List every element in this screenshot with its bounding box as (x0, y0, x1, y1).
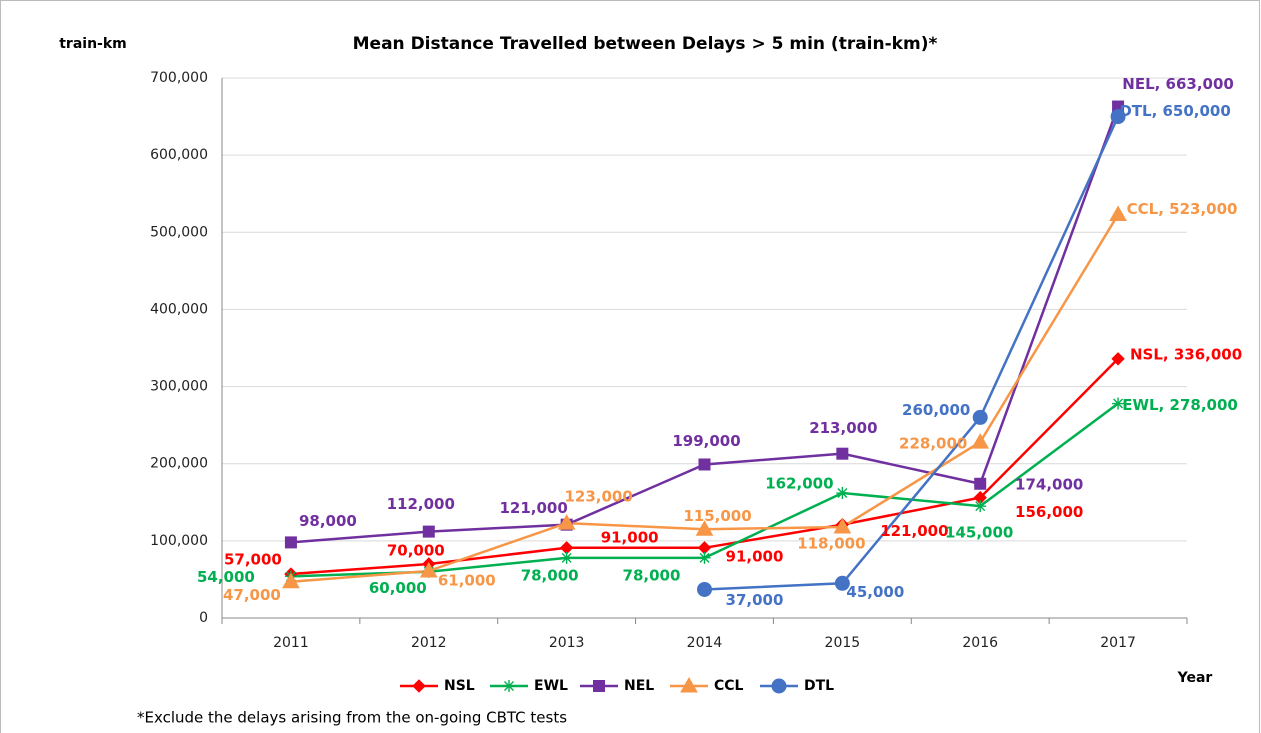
data-label: 228,000 (899, 435, 967, 453)
data-label: 60,000 (369, 579, 427, 597)
marker (419, 561, 438, 578)
y-tick-label: 700,000 (150, 70, 208, 86)
marker (557, 514, 576, 530)
marker (836, 447, 849, 460)
data-label: 174,000 (1015, 475, 1083, 493)
chart-title: Mean Distance Travelled between Delays >… (353, 34, 938, 54)
marker (412, 679, 426, 693)
data-label: 70,000 (387, 542, 445, 560)
marker (1112, 397, 1125, 410)
marker (974, 500, 987, 513)
data-label: 260,000 (902, 401, 970, 419)
series-line (290, 106, 1120, 544)
marker (284, 536, 297, 549)
legend-label: NSL (444, 678, 475, 694)
footnote: *Exclude the delays arising from the on-… (137, 709, 567, 727)
data-label: 78,000 (521, 566, 579, 584)
data-label: 61,000 (438, 571, 496, 589)
y-axis-label: train-km (59, 36, 127, 52)
x-tick-label: 2013 (549, 635, 585, 651)
marker (680, 676, 698, 693)
data-label: 91,000 (601, 528, 659, 546)
x-tick-label: 2012 (411, 635, 447, 651)
x-tick-label: 2014 (687, 635, 723, 651)
marker (503, 680, 515, 692)
marker (1109, 205, 1127, 222)
marker (560, 551, 573, 564)
data-label: 123,000 (564, 488, 632, 506)
data-label: 162,000 (765, 475, 833, 493)
data-label: 47,000 (223, 586, 281, 604)
marker (1110, 109, 1126, 125)
y-tick-label: 500,000 (150, 224, 208, 240)
data-label: 156,000 (1015, 503, 1083, 521)
data-label: 54,000 (197, 568, 255, 586)
marker (974, 477, 987, 490)
marker (833, 517, 852, 534)
marker (972, 409, 988, 425)
marker (697, 581, 712, 597)
data-label: 91,000 (726, 547, 784, 565)
marker (282, 572, 300, 589)
legend-label: DTL (804, 678, 834, 694)
marker (422, 525, 435, 538)
marker (1111, 352, 1125, 366)
data-label: 199,000 (672, 432, 740, 450)
y-tick-label: 300,000 (150, 379, 208, 395)
x-tick-label: 2016 (962, 635, 998, 651)
marker (771, 678, 787, 694)
y-tick-label: 0 (199, 610, 208, 626)
y-tick-label: 400,000 (150, 301, 208, 317)
data-label: 78,000 (623, 566, 681, 584)
y-tick-label: 100,000 (150, 533, 208, 549)
y-tick-label: 200,000 (150, 456, 208, 472)
data-label: 145,000 (945, 524, 1013, 542)
data-label: 213,000 (809, 419, 877, 437)
marker (698, 458, 711, 471)
x-tick-label: 2011 (273, 635, 309, 651)
x-tick-label: 2015 (825, 635, 861, 651)
data-label: 121,000 (880, 522, 948, 540)
data-label: 121,000 (499, 499, 567, 517)
legend-label: CCL (714, 678, 744, 694)
data-label: 112,000 (387, 495, 455, 513)
legend-label: EWL (534, 678, 568, 694)
data-label: NSL, 336,000 (1130, 345, 1242, 363)
data-label: 45,000 (846, 583, 904, 601)
x-axis-label: Year (1177, 670, 1213, 686)
marker (834, 575, 850, 591)
data-label: 98,000 (299, 512, 357, 530)
marker (698, 551, 711, 564)
legend-label: NEL (624, 678, 654, 694)
data-label: CCL, 523,000 (1127, 200, 1238, 218)
data-label: 118,000 (797, 534, 865, 552)
data-label: DTL, 650,000 (1119, 102, 1230, 120)
data-label: 57,000 (224, 551, 282, 569)
marker (593, 680, 605, 692)
y-tick-label: 600,000 (150, 147, 208, 163)
x-tick-label: 2017 (1100, 635, 1136, 651)
marker (836, 487, 849, 500)
data-label: NEL, 663,000 (1122, 75, 1234, 93)
data-label: 37,000 (726, 591, 784, 609)
data-label: EWL, 278,000 (1122, 396, 1238, 414)
marker (971, 433, 990, 449)
marker (695, 520, 714, 536)
series-line (704, 116, 1120, 591)
data-label: 115,000 (683, 507, 751, 525)
